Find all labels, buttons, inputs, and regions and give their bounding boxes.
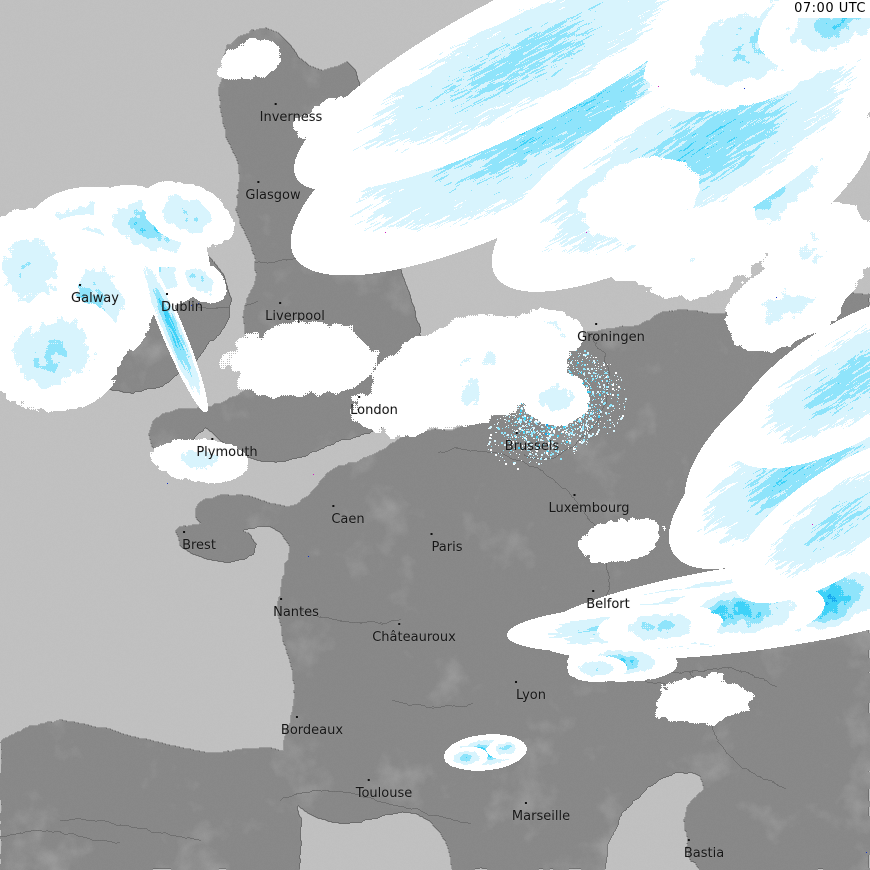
city-label-text: Paris xyxy=(431,540,463,555)
city-marker-dot xyxy=(182,531,185,533)
city-label: Marseille xyxy=(511,802,571,824)
city-label-text: Brest xyxy=(182,538,216,553)
city-label: Nantes xyxy=(273,598,319,620)
city-marker-dot xyxy=(430,533,433,535)
city-label: London xyxy=(350,396,398,418)
city-label: Paris xyxy=(430,533,463,555)
city-label-text: Caen xyxy=(331,512,365,527)
city-label-text: Plymouth xyxy=(196,445,258,460)
city-marker-dot xyxy=(295,716,298,718)
city-label: Châteauroux xyxy=(372,623,456,645)
city-label: Caen xyxy=(331,505,365,527)
city-marker-dot xyxy=(274,103,277,105)
city-marker-dot xyxy=(524,802,527,804)
city-marker-dot xyxy=(166,293,168,295)
city-marker-dot xyxy=(211,438,213,440)
city-label: Bastia xyxy=(683,839,725,861)
city-label-text: Châteauroux xyxy=(372,630,456,645)
city-label: Lyon xyxy=(515,681,546,703)
city-label: Bordeaux xyxy=(280,716,344,738)
city-label-text: Liverpool xyxy=(265,309,325,324)
city-label: Luxembourg xyxy=(548,494,630,516)
city-label: Brest xyxy=(182,531,216,553)
city-label: Liverpool xyxy=(265,302,325,324)
city-marker-dot xyxy=(594,323,597,325)
city-label: Inverness xyxy=(259,103,323,125)
city-marker-dot xyxy=(516,432,518,434)
city-marker-dot xyxy=(278,302,281,304)
city-label: Groningen xyxy=(577,323,645,345)
city-label-text: Bordeaux xyxy=(280,723,344,738)
city-label-text: Marseille xyxy=(511,809,571,824)
city-label-text: Groningen xyxy=(577,330,645,345)
city-label-text: Bastia xyxy=(683,846,725,861)
timestamp-badge: 07:00 UTC xyxy=(788,0,870,18)
city-marker-dot xyxy=(591,590,594,592)
city-label: Toulouse xyxy=(355,779,413,801)
city-marker-dot xyxy=(256,181,259,183)
city-label: Glasgow xyxy=(245,181,301,203)
city-label-text: Nantes xyxy=(273,605,319,620)
city-marker-dot xyxy=(688,839,690,841)
city-label-text: Dublin xyxy=(161,300,203,315)
city-marker-dot xyxy=(515,681,517,683)
city-marker-dot xyxy=(78,284,81,286)
city-marker-dot xyxy=(332,505,334,507)
city-marker-dot xyxy=(398,623,400,625)
city-label-text: Glasgow xyxy=(245,188,301,203)
city-label: Brussels xyxy=(504,432,560,454)
city-label-text: London xyxy=(350,403,398,418)
city-label-text: Brussels xyxy=(504,439,560,454)
city-label: Belfort xyxy=(586,590,630,612)
city-label: Plymouth xyxy=(196,438,258,460)
city-label: Galway xyxy=(71,284,119,306)
city-marker-dot xyxy=(367,779,370,781)
city-label-text: Inverness xyxy=(259,110,323,125)
city-marker-dot xyxy=(358,396,360,398)
city-label-text: Luxembourg xyxy=(548,501,630,516)
city-label-text: Galway xyxy=(71,291,119,306)
city-label-text: Toulouse xyxy=(355,786,413,801)
city-label: Dublin xyxy=(161,293,203,315)
city-marker-dot xyxy=(573,494,575,496)
city-marker-dot xyxy=(280,598,282,600)
city-label-text: Belfort xyxy=(586,597,630,612)
city-label-text: Lyon xyxy=(516,688,546,703)
